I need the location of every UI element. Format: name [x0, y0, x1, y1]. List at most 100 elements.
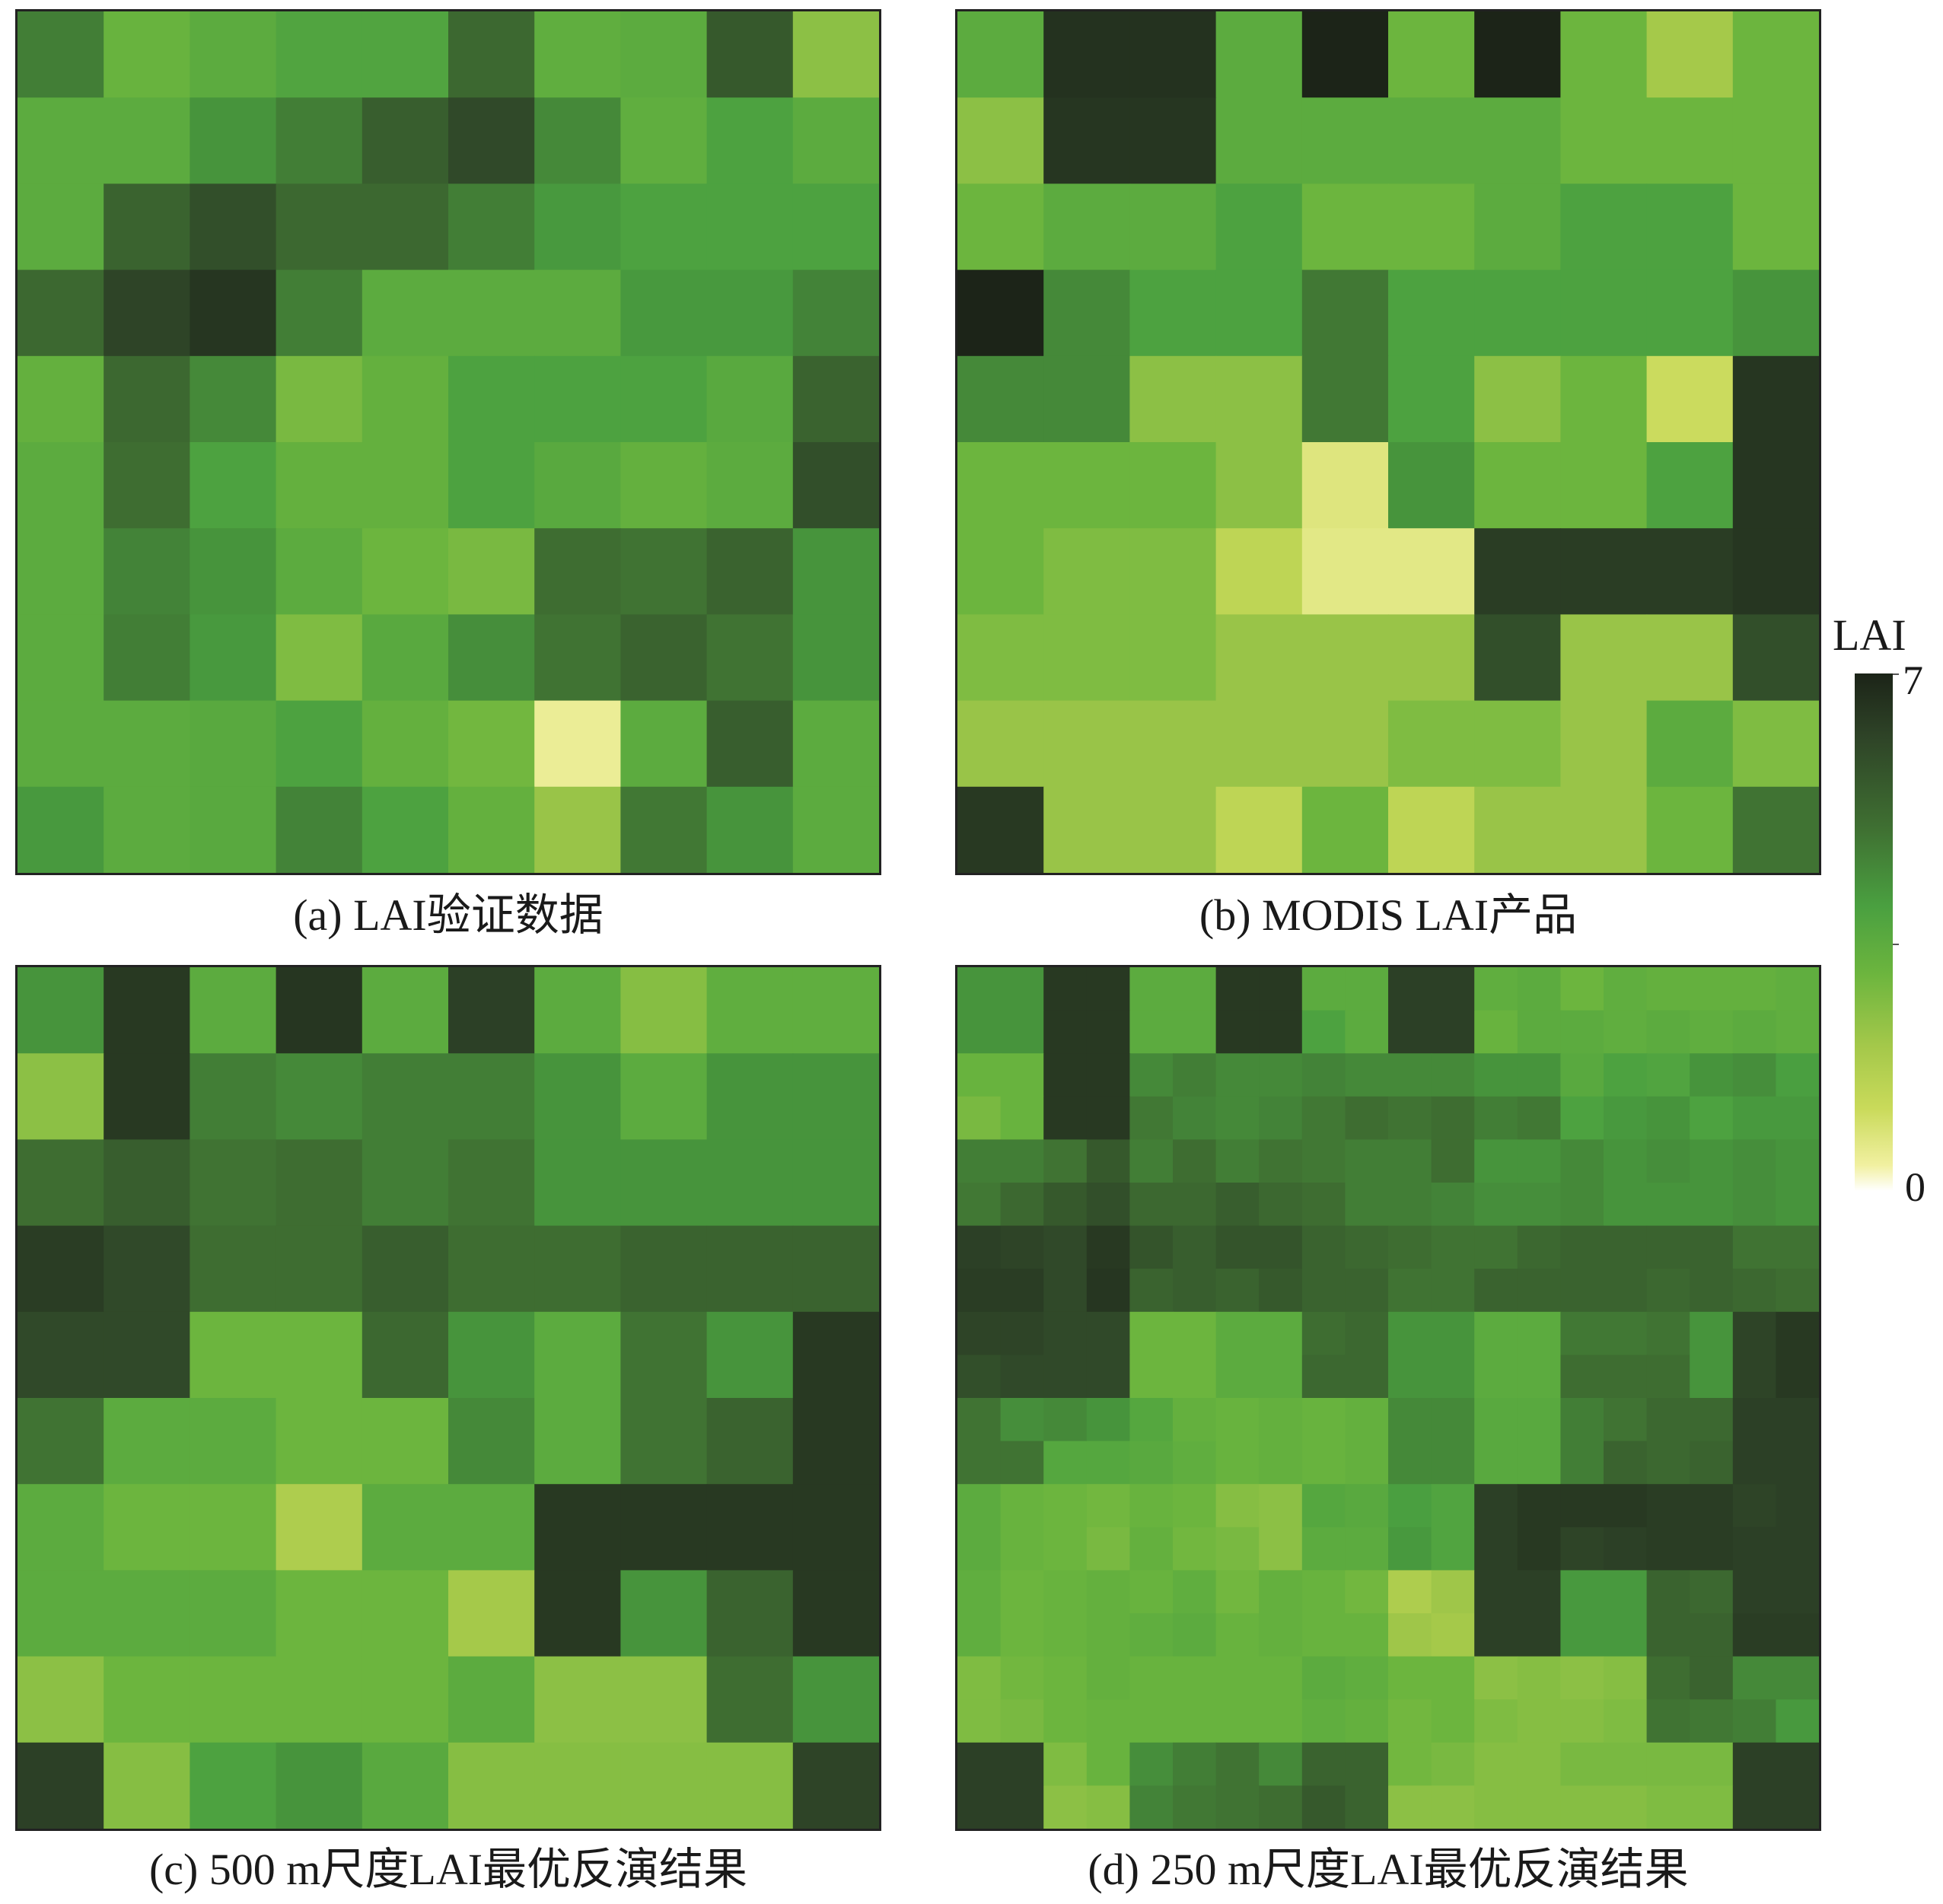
heatmap-cell — [1517, 1742, 1562, 1787]
heatmap-cell — [792, 355, 879, 443]
heatmap-cell — [706, 614, 794, 702]
heatmap-cell — [1560, 1269, 1604, 1313]
heatmap-cell — [1301, 1785, 1346, 1829]
heatmap-cell — [1259, 1484, 1303, 1528]
heatmap-cell — [620, 786, 708, 873]
heatmap-cell — [1301, 1484, 1346, 1528]
heatmap-cell — [1000, 1225, 1044, 1269]
heatmap-cell — [706, 786, 794, 873]
heatmap-cell — [1173, 1742, 1217, 1787]
heatmap-cell — [1345, 1656, 1389, 1700]
heatmap-cell — [1301, 269, 1389, 357]
heatmap-cell — [1086, 1139, 1131, 1183]
heatmap-cell — [1646, 1699, 1690, 1743]
heatmap-cell — [1345, 1053, 1389, 1097]
heatmap-cell — [276, 528, 363, 616]
heatmap-cell — [1173, 1139, 1217, 1183]
heatmap-cell — [104, 1398, 191, 1485]
heatmap-cell — [1043, 11, 1131, 98]
heatmap-cell — [276, 786, 363, 873]
heatmap-cell — [1776, 1699, 1819, 1743]
heatmap-cell — [448, 1053, 535, 1141]
heatmap-cell — [362, 1742, 449, 1829]
heatmap-cell — [1560, 1484, 1604, 1528]
heatmap-cell — [448, 1656, 535, 1743]
heatmap-cell — [792, 442, 879, 529]
heatmap-cell — [1215, 355, 1303, 443]
heatmap-cell — [1043, 1785, 1088, 1829]
heatmap-cell — [1646, 1053, 1690, 1097]
heatmap-cell — [1173, 1010, 1217, 1054]
heatmap-cell — [1776, 1613, 1819, 1657]
heatmap-cell — [534, 1742, 622, 1829]
heatmap-cell — [1086, 1527, 1131, 1571]
heatmap-cell — [1215, 1225, 1260, 1269]
heatmap-cell — [104, 614, 191, 702]
heatmap-cell — [1732, 1527, 1777, 1571]
heatmap-panel-c — [15, 965, 881, 1831]
heatmap-cell — [1560, 1010, 1604, 1054]
heatmap-cell — [104, 1484, 191, 1571]
heatmap-cell — [18, 700, 104, 788]
heatmap-cell — [620, 614, 708, 702]
heatmap-cell — [1474, 1096, 1518, 1141]
heatmap-cell — [1517, 1441, 1562, 1485]
heatmap-cell — [706, 1053, 794, 1141]
heatmap-cell — [1517, 967, 1562, 1011]
heatmap-cell — [1000, 1311, 1044, 1356]
heatmap-cell — [1129, 1484, 1174, 1528]
heatmap-cell — [1776, 1096, 1819, 1141]
heatmap-cell — [1560, 1398, 1604, 1442]
heatmap-cell — [1259, 1742, 1303, 1787]
colorbar-min-label: 0 — [1905, 1164, 1925, 1210]
heatmap-cell — [448, 614, 535, 702]
heatmap-cell — [362, 442, 449, 529]
heatmap-cell — [1388, 1311, 1432, 1356]
heatmap-cell — [1388, 1398, 1432, 1442]
heatmap-cell — [957, 1570, 1002, 1614]
heatmap-cell — [1086, 1311, 1131, 1356]
heatmap-cell — [1776, 1398, 1819, 1442]
heatmap-cell — [1043, 1527, 1088, 1571]
heatmap-cell — [1345, 1139, 1389, 1183]
heatmap-cell — [1474, 1225, 1518, 1269]
heatmap-cell — [1086, 1484, 1131, 1528]
heatmap-cell — [1604, 1398, 1648, 1442]
heatmap-cell — [1474, 1656, 1518, 1700]
heatmap-cell — [1474, 355, 1562, 443]
heatmap-cell — [362, 700, 449, 788]
heatmap-cell — [957, 1311, 1002, 1356]
heatmap-cell — [1301, 1699, 1346, 1743]
heatmap-cell — [1259, 1656, 1303, 1700]
heatmap-cell — [1560, 1183, 1604, 1227]
heatmap-cell — [1086, 1183, 1131, 1227]
heatmap-cell — [1646, 1225, 1690, 1269]
heatmap-cell — [1517, 1699, 1562, 1743]
heatmap-cell — [18, 967, 104, 1054]
heatmap-cell — [1560, 614, 1648, 702]
heatmap-cell — [1732, 1570, 1777, 1614]
heatmap-cell — [1604, 1656, 1648, 1700]
heatmap-cell — [1215, 786, 1303, 873]
heatmap-cell — [1129, 1311, 1174, 1356]
panel-caption-d: (d) 250 m尺度LAI最优反演结果 — [1088, 1845, 1689, 1894]
heatmap-cell — [1259, 1355, 1303, 1399]
heatmap-cell — [1690, 1311, 1734, 1356]
heatmap-cell — [104, 442, 191, 529]
heatmap-cell — [1776, 1183, 1819, 1227]
heatmap-cell — [957, 614, 1044, 702]
heatmap-cell — [1776, 1570, 1819, 1614]
heatmap-cell — [1215, 1139, 1260, 1183]
heatmap-cell — [792, 1053, 879, 1141]
heatmap-cell — [190, 442, 277, 529]
heatmap-cell — [1474, 1010, 1518, 1054]
heatmap-cell — [1690, 1570, 1734, 1614]
heatmap-cell — [1215, 1269, 1260, 1313]
heatmap-cell — [1604, 1269, 1648, 1313]
heatmap-cell — [1129, 1225, 1174, 1269]
heatmap-cell — [1474, 1398, 1518, 1442]
heatmap-cell — [18, 528, 104, 616]
heatmap-cell — [1215, 97, 1303, 185]
heatmap-cell — [957, 1225, 1002, 1269]
heatmap-cell — [104, 967, 191, 1054]
